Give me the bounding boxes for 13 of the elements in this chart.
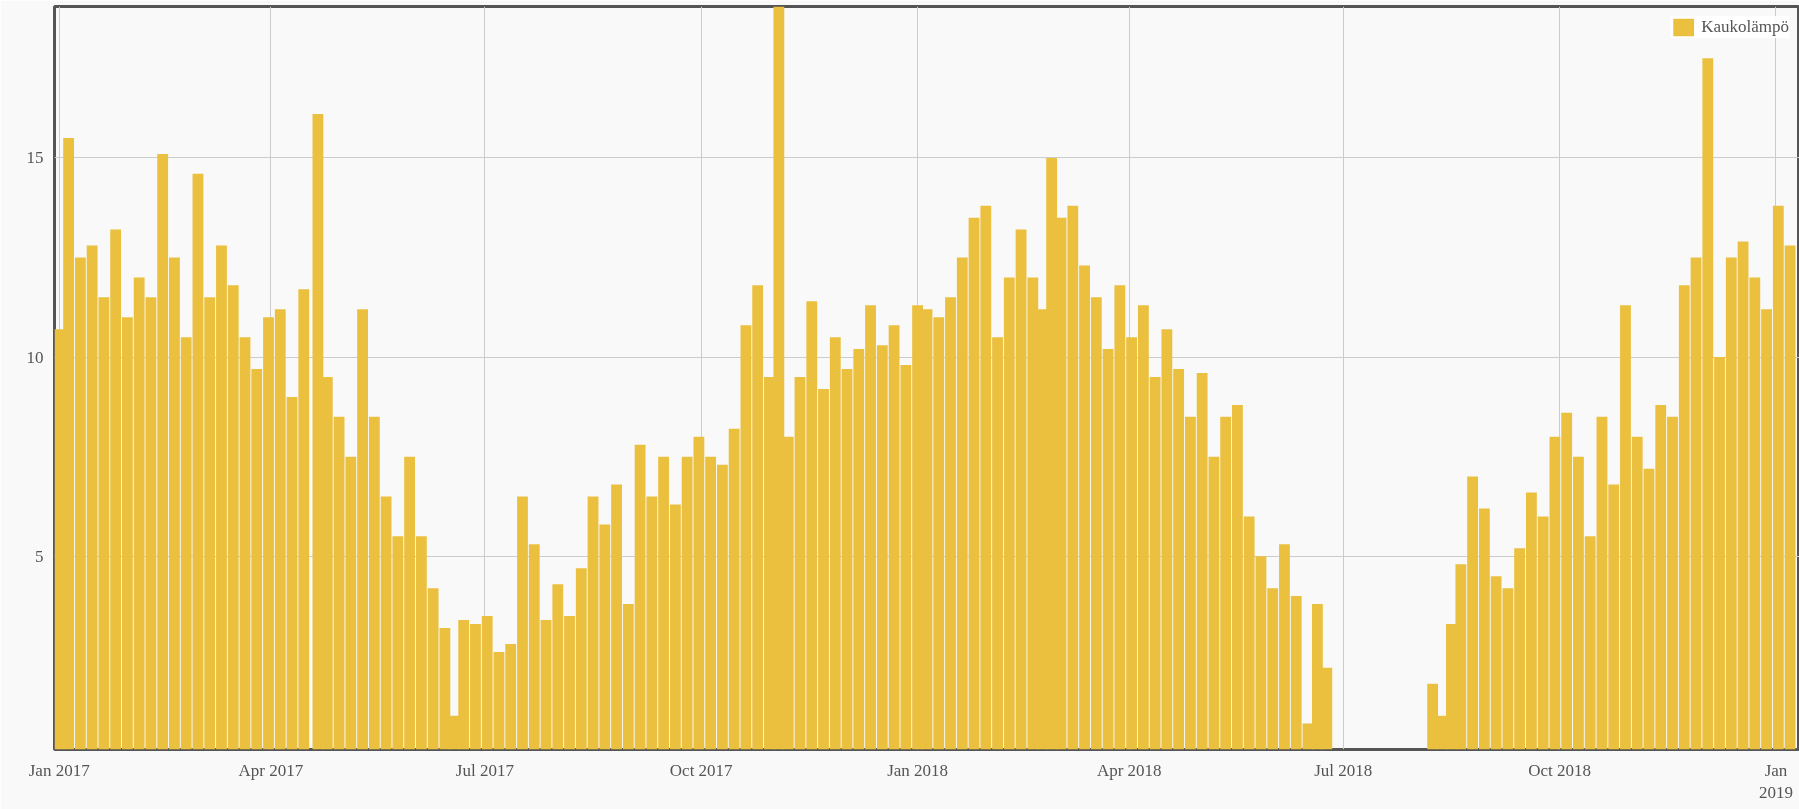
- x-tick-label: Oct 2017: [669, 760, 734, 780]
- y-tick-label: 10: [26, 347, 44, 367]
- x-tick-label: Apr 2018: [1096, 760, 1162, 780]
- x-tick-label: Jan 2018: [887, 760, 949, 780]
- x-tick-label: Oct 2018: [1528, 760, 1592, 780]
- x-tick-label: Jan 2019: [1758, 760, 1793, 803]
- y-tick-label: 15: [26, 148, 44, 168]
- x-tick-label: Jul 2018: [1314, 760, 1373, 780]
- legend-label: Kaukolämpö: [1701, 17, 1789, 37]
- y-tick-label: 5: [35, 546, 44, 566]
- x-tick-label: Apr 2017: [238, 760, 304, 780]
- x-tick-label: Jul 2017: [455, 760, 515, 780]
- x-tick-label: Jan 2017: [28, 760, 91, 780]
